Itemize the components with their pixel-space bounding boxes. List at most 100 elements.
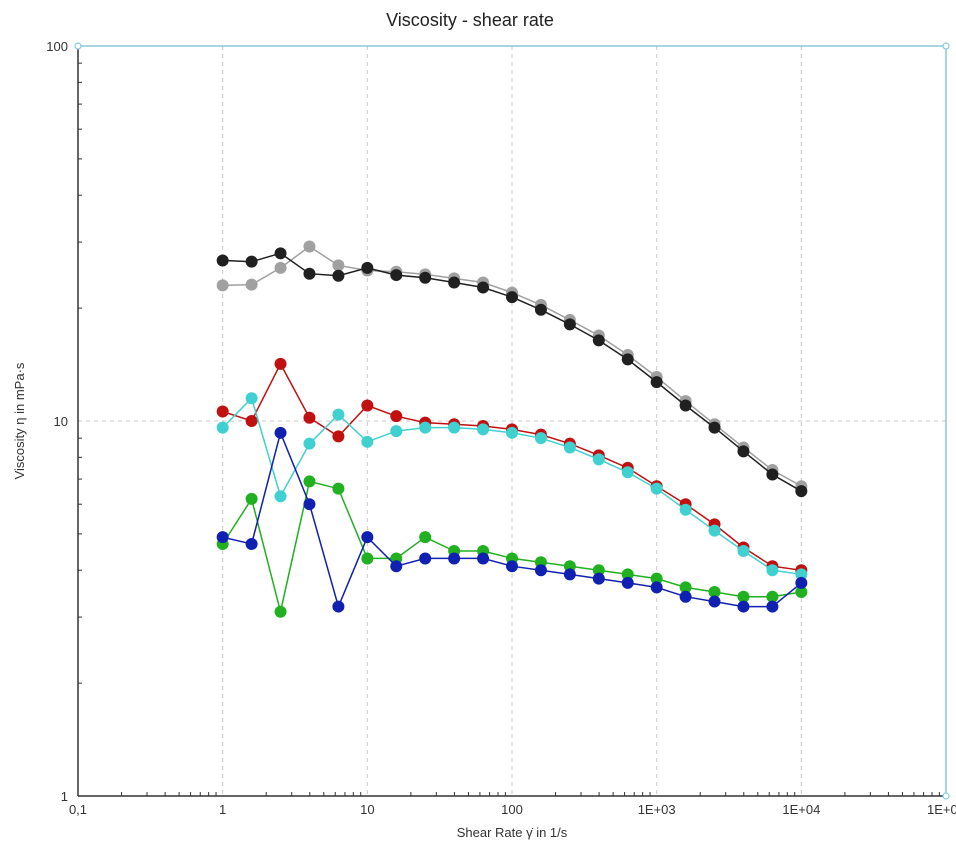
data-point — [737, 545, 750, 558]
data-point — [303, 475, 316, 488]
y-axis-label: Viscosity η in mPa·s — [12, 362, 27, 479]
y-tick-label: 100 — [46, 39, 68, 54]
data-point — [390, 425, 403, 438]
data-point — [766, 468, 779, 481]
data-point — [216, 405, 229, 418]
data-point — [361, 531, 374, 544]
data-point — [274, 490, 287, 503]
data-point — [390, 410, 403, 423]
data-point — [650, 482, 663, 495]
data-point — [621, 568, 634, 581]
data-point — [303, 240, 316, 253]
data-point — [621, 576, 634, 589]
data-point — [708, 524, 721, 537]
axes — [74, 42, 950, 800]
x-tick-label: 0,1 — [69, 802, 87, 817]
data-point — [216, 254, 229, 267]
frame-corner-marker — [942, 792, 950, 800]
data-point — [245, 278, 258, 291]
data-point — [708, 595, 721, 608]
data-point — [592, 572, 605, 585]
data-point — [216, 279, 229, 292]
y-tick-label: 1 — [61, 789, 68, 804]
x-tick-label: 100 — [501, 802, 523, 817]
data-point — [274, 605, 287, 618]
data-point — [650, 376, 663, 389]
data-point — [303, 411, 316, 424]
data-point — [245, 492, 258, 505]
data-point — [679, 581, 692, 594]
data-point — [245, 255, 258, 268]
data-point — [332, 600, 345, 613]
y-tick-label: 10 — [54, 414, 68, 429]
data-point — [563, 568, 576, 581]
data-point — [419, 531, 432, 544]
data-point — [274, 426, 287, 439]
data-point — [766, 590, 779, 603]
frame-corner-marker — [942, 42, 950, 50]
data-point — [361, 399, 374, 412]
data-point — [621, 353, 634, 366]
data-point — [708, 421, 721, 434]
data-point — [795, 568, 808, 581]
data-point — [506, 560, 518, 573]
data-point — [737, 600, 750, 613]
data-point — [737, 445, 750, 458]
data-point — [303, 498, 316, 511]
data-point — [766, 600, 779, 613]
data-point — [245, 415, 258, 427]
data-point — [245, 537, 258, 550]
data-point — [216, 531, 229, 544]
series-6 — [216, 426, 808, 613]
data-point — [795, 485, 808, 498]
data-point — [361, 261, 374, 274]
chart-title: Viscosity - shear rate — [386, 10, 554, 30]
data-point — [448, 421, 461, 434]
data-point — [332, 430, 345, 443]
x-tick-label: 1E+05 — [927, 802, 956, 817]
series-4 — [216, 392, 808, 581]
x-tick-label: 1 — [219, 802, 226, 817]
data-point — [448, 276, 461, 289]
data-point — [274, 357, 287, 370]
data-point — [679, 590, 692, 603]
x-tick-label: 1E+03 — [638, 802, 676, 817]
data-point — [679, 399, 692, 412]
data-point — [390, 269, 403, 282]
data-point — [534, 432, 547, 445]
data-point — [274, 247, 287, 260]
data-point — [332, 482, 345, 495]
data-point — [506, 291, 518, 304]
data-point — [534, 564, 547, 577]
data-point — [534, 303, 547, 316]
series-5 — [216, 475, 808, 618]
data-point — [650, 572, 663, 585]
data-point — [708, 585, 721, 598]
data-point — [419, 421, 432, 434]
data-point — [448, 552, 461, 565]
data-point — [592, 564, 605, 577]
data-point — [419, 552, 432, 565]
data-point — [737, 590, 750, 603]
x-tick-label: 10 — [360, 802, 374, 817]
data-point — [216, 421, 229, 434]
data-point — [477, 281, 490, 294]
data-point — [390, 560, 403, 573]
data-point — [274, 261, 287, 274]
data-point — [563, 318, 576, 331]
x-tick-label: 1E+04 — [782, 802, 820, 817]
data-point — [621, 466, 634, 479]
data-point — [766, 564, 779, 577]
data-point — [361, 552, 374, 565]
data-point — [332, 269, 345, 282]
frame-corner-marker — [74, 42, 82, 50]
data-point — [332, 408, 345, 421]
data-point — [592, 334, 605, 347]
data-point — [795, 576, 808, 589]
data-point — [679, 503, 692, 516]
data-point — [361, 435, 374, 448]
data-point — [592, 453, 605, 466]
data-point — [563, 441, 576, 454]
data-point — [332, 259, 345, 272]
